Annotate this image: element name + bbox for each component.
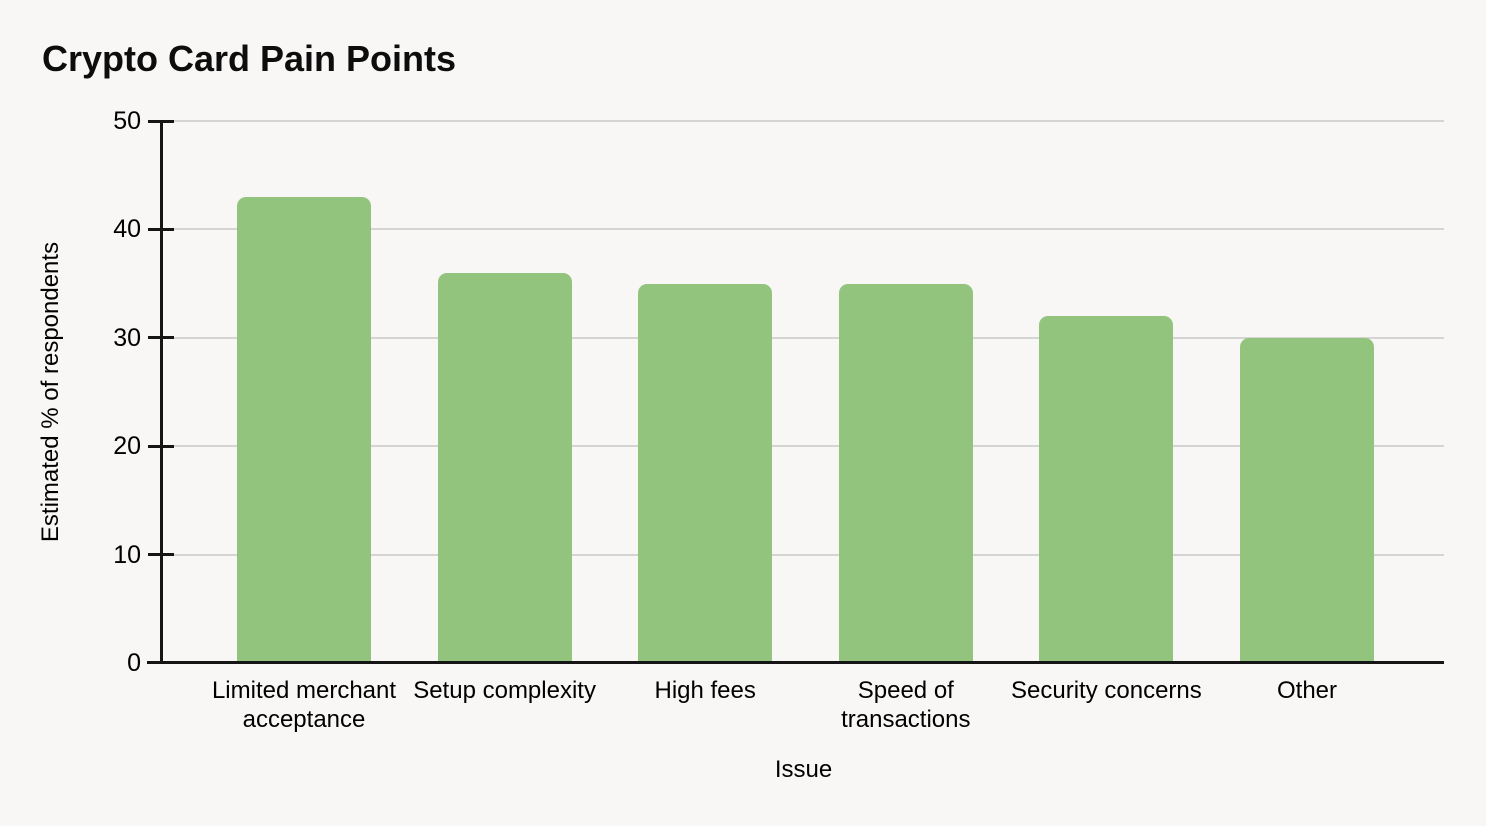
- gridline-y-40: [163, 228, 1444, 231]
- x-category-label-speed-of-transactions: Speed of transactions: [841, 677, 971, 733]
- x-category-label-high-fees: High fees: [654, 677, 756, 704]
- gridline-y-10: [163, 553, 1444, 556]
- y-axis-title: Estimated % of respondents: [37, 241, 64, 543]
- y-axis-line: [160, 121, 163, 663]
- y-tick-label-40: 40: [113, 215, 141, 244]
- y-tick-10: [148, 553, 174, 557]
- y-tick-label-50: 50: [113, 107, 141, 135]
- y-tick-label-0: 0: [127, 649, 141, 677]
- x-axis-line: [147, 661, 1444, 664]
- plot-area: 0 10 20 30 40 50: [113, 108, 1444, 676]
- bar-other: [1240, 337, 1374, 663]
- x-axis-title: Issue: [774, 756, 833, 783]
- y-tick-label-10: 10: [113, 540, 141, 569]
- bar-setup-complexity: [437, 272, 572, 663]
- chart-title: Crypto Card Pain Points: [42, 38, 457, 79]
- y-tick-30: [148, 336, 174, 340]
- gridline-y-50: [163, 120, 1444, 122]
- y-tick-50: [148, 119, 174, 123]
- x-category-label-limited-merchant-acceptance: Limited merchant acceptance: [211, 677, 397, 733]
- gridline-y-30: [163, 336, 1444, 339]
- bar-high-fees: [638, 283, 773, 663]
- gridline-y-20: [163, 445, 1444, 448]
- y-tick-40: [148, 227, 174, 231]
- y-tick-20: [148, 444, 174, 448]
- bar-speed-of-transactions: [838, 283, 973, 663]
- bar-limited-merchant-acceptance: [237, 196, 371, 663]
- x-category-label-setup-complexity: Setup complexity: [413, 677, 596, 704]
- y-tick-label-30: 30: [113, 323, 141, 352]
- bar-security-concerns: [1039, 316, 1174, 663]
- y-tick-label-20: 20: [113, 432, 141, 461]
- x-category-label-security-concerns: Security concerns: [1011, 677, 1202, 704]
- x-category-label-other: Other: [1276, 677, 1338, 704]
